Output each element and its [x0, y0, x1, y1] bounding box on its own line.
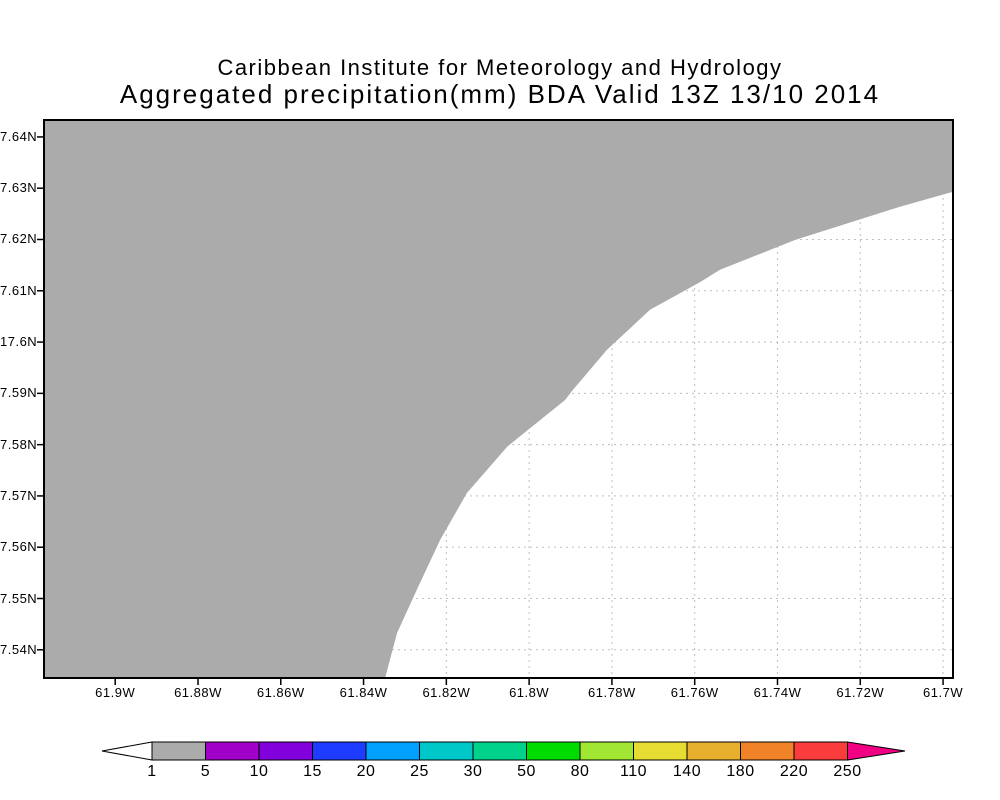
- colorbar-tick-label: 25: [410, 763, 429, 780]
- colorbar-segment: [633, 741, 688, 761]
- x-axis-tick-label: 61.7W: [923, 685, 964, 700]
- y-axis-tick-label: 7.58N: [0, 436, 38, 452]
- colorbar-tick-label: 10: [249, 763, 269, 780]
- colorbar-segment: [365, 741, 420, 761]
- colorbar-segment: [258, 741, 313, 761]
- x-axis-tick-label: 61.9W: [95, 685, 136, 700]
- colorbar-tick-label: 30: [463, 763, 483, 780]
- x-axis-tick-label: 61.82W: [422, 685, 471, 700]
- colorbar-tick-label: 180: [726, 763, 755, 780]
- y-axis-tick-label: 7.64N: [0, 128, 38, 144]
- precip-shaded-region: [44, 120, 953, 678]
- colorbar-segment: [526, 741, 581, 761]
- colorbar-tick-label: 50: [517, 763, 536, 780]
- chart-title: Aggregated precipitation(mm) BDA Valid 1…: [119, 79, 881, 109]
- institution-title: Caribbean Institute for Meteorology and …: [217, 55, 783, 80]
- y-axis-tick-label: 7.55N: [0, 590, 38, 606]
- colorbar-segment: [419, 741, 474, 761]
- colorbar-tick-label: 80: [570, 763, 590, 780]
- colorbar-tick-label: 5: [200, 763, 211, 780]
- y-axis-tick-label: 7.57N: [0, 487, 38, 503]
- colorbar-segment: [312, 741, 367, 761]
- colorbar-tick-label: 220: [779, 763, 809, 780]
- plot-border: [43, 119, 954, 679]
- colorbar-segment: [579, 741, 634, 761]
- colorbar-right-arrow: [847, 741, 906, 761]
- y-axis-tick-label: 7.62N: [0, 231, 38, 247]
- y-axis-tick-label: 7.54N: [0, 641, 38, 657]
- colorbar-tick-label: 15: [303, 763, 322, 780]
- x-axis-tick-label: 61.78W: [588, 685, 636, 700]
- colorbar-tick-label: 1: [147, 763, 157, 780]
- y-axis-tick-label: 7.59N: [0, 385, 38, 401]
- x-axis-tick-label: 61.86W: [256, 685, 305, 700]
- x-axis-tick-label: 61.76W: [670, 685, 719, 700]
- colorbar-tick-label: 140: [672, 763, 702, 780]
- y-axis-tick-label: 7.63N: [0, 180, 38, 196]
- colorbar-segment: [151, 741, 206, 761]
- x-axis-tick-label: 61.88W: [174, 685, 222, 700]
- y-axis-tick-label: 7.61N: [0, 282, 38, 298]
- colorbar-segment: [686, 741, 741, 761]
- x-axis-tick-label: 61.74W: [753, 685, 802, 700]
- x-axis-tick-label: 61.8W: [509, 685, 550, 700]
- y-axis-tick-label: 7.56N: [0, 539, 38, 555]
- colorbar-segment: [740, 741, 795, 761]
- x-axis-tick-label: 61.72W: [836, 685, 885, 700]
- x-axis-tick-label: 61.84W: [339, 685, 388, 700]
- colorbar-segment: [793, 741, 848, 761]
- colorbar-tick-label: 250: [833, 763, 862, 780]
- colorbar-segment: [472, 741, 527, 761]
- colorbar-tick-label: 20: [356, 763, 376, 780]
- colorbar-tick-label: 110: [619, 763, 647, 780]
- colorbar-left-arrow: [101, 741, 153, 761]
- colorbar-segment: [205, 741, 260, 761]
- y-axis-tick-label: 17.6N: [0, 334, 38, 350]
